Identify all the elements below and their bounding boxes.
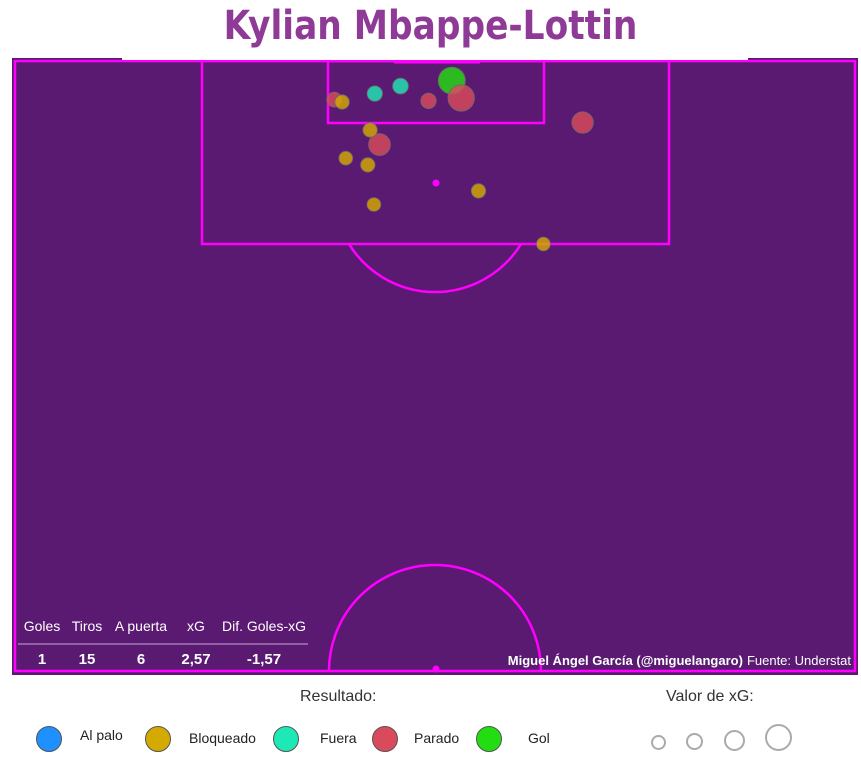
legend-label-bloqueado: Bloqueado: [189, 730, 256, 746]
shot-point: [366, 197, 382, 212]
legend-swatch-gol: [476, 726, 502, 752]
penalty-spot: [432, 179, 440, 187]
shot-point: [368, 133, 391, 156]
shot-point: [360, 157, 376, 173]
shot-point: [334, 94, 350, 110]
legend-label-al-palo: Al palo: [80, 727, 123, 743]
credit-line: Miguel Ángel García (@miguelangaro) Fuent…: [508, 653, 852, 668]
legend-swatch-al-palo: [36, 726, 62, 752]
xg-size-small: [651, 735, 666, 750]
shots-layer: [326, 66, 594, 252]
shot-point: [362, 122, 378, 138]
stat-header-xg: xG: [187, 618, 205, 634]
shot-point: [420, 92, 437, 110]
stat-header-dif: Dif. Goles-xG: [222, 618, 306, 634]
center-circle: [327, 563, 543, 672]
shot-point: [338, 150, 354, 166]
legend-label-fuera: Fuera: [320, 730, 357, 746]
xg-size-large: [724, 730, 745, 751]
shot-point: [571, 111, 594, 134]
center-spot: [432, 665, 440, 673]
stat-value-a-puerta: 6: [137, 651, 145, 668]
xg-size-medium: [686, 733, 703, 750]
legend-swatch-parado: [372, 726, 398, 752]
legend-swatch-fuera: [273, 726, 299, 752]
xg-size-xlarge: [765, 724, 792, 751]
pitch-background: [12, 58, 858, 675]
shot-point: [470, 183, 487, 199]
shot-point: [366, 85, 383, 102]
legend-swatch-bloqueado: [145, 726, 171, 752]
credit-source: Fuente: Understat: [747, 653, 851, 668]
legend-xg-title: Valor de xG:: [666, 688, 754, 705]
penalty-arc: [347, 243, 523, 294]
shot-point: [447, 84, 475, 112]
stat-header-tiros: Tiros: [72, 618, 103, 634]
shot-point: [392, 77, 409, 95]
shot-point: [536, 236, 551, 252]
legend-result-title: Resultado:: [300, 688, 377, 705]
legend-label-gol: Gol: [528, 730, 550, 746]
stat-value-goles: 1: [38, 651, 46, 668]
stat-header-a-puerta: A puerta: [115, 618, 167, 634]
stat-value-tiros: 15: [79, 651, 96, 668]
credit-author: Miguel Ángel García (@miguelangaro): [508, 653, 743, 668]
stat-header-goles: Goles: [24, 618, 61, 634]
stat-value-xg: 2,57: [181, 651, 210, 668]
legend-label-parado: Parado: [414, 730, 460, 746]
stats-table: Goles Tiros A puerta xG Dif. Goles-xG 1 …: [18, 618, 308, 668]
chart-title: Kylian Mbappe-Lottin: [223, 3, 638, 49]
stat-value-dif: -1,57: [247, 651, 281, 668]
shot-map: Goles Tiros A puerta xG Dif. Goles-xG 1 …: [12, 58, 858, 675]
